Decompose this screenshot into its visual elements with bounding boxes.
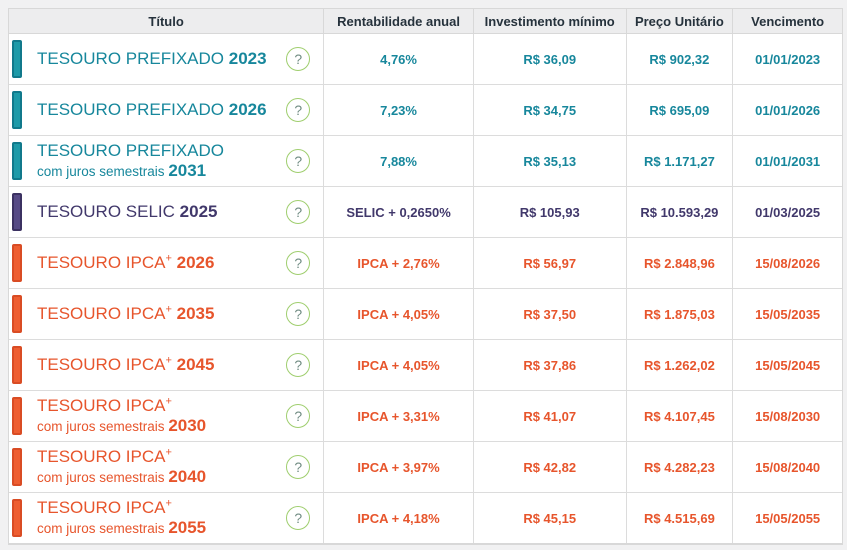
bond-color-bar bbox=[12, 40, 22, 78]
min-investment-cell: R$ 42,82 bbox=[472, 442, 626, 492]
unit-price-cell: R$ 10.593,29 bbox=[625, 187, 733, 237]
unit-price-cell: R$ 695,09 bbox=[625, 85, 733, 135]
bond-title: TESOURO PREFIXADO+ 2023 bbox=[37, 49, 267, 69]
help-icon[interactable]: ? bbox=[286, 455, 311, 479]
maturity-cell: 15/05/2055 bbox=[732, 493, 842, 543]
bond-title-cell: TESOURO IPCA+ com juros semestrais 2030 … bbox=[9, 391, 323, 441]
help-icon[interactable]: ? bbox=[286, 47, 311, 71]
table-row[interactable]: TESOURO IPCA+ 2026 ? IPCA + 2,76% R$ 56,… bbox=[9, 238, 842, 289]
bond-title-cell: TESOURO IPCA+ 2035 ? bbox=[9, 289, 323, 339]
maturity-cell: 15/08/2030 bbox=[732, 391, 842, 441]
min-investment-cell: R$ 37,50 bbox=[472, 289, 626, 339]
table-row[interactable]: TESOURO PREFIXADO+ 2026 ? 7,23% R$ 34,75… bbox=[9, 85, 842, 136]
bond-title-cell: TESOURO PREFIXADO+ 2023 ? bbox=[9, 34, 323, 84]
annual-rate-cell: 4,76% bbox=[323, 34, 473, 84]
maturity-cell: 01/01/2023 bbox=[732, 34, 842, 84]
table-row[interactable]: TESOURO PREFIXADO+ 2023 ? 4,76% R$ 36,09… bbox=[9, 34, 842, 85]
bond-title: TESOURO IPCA+ com juros semestrais 2030 bbox=[37, 395, 207, 435]
bond-title-cell: TESOURO SELIC+ 2025 ? bbox=[9, 187, 323, 237]
bond-title-cell: TESOURO IPCA+ com juros semestrais 2055 … bbox=[9, 493, 323, 543]
maturity-cell: 01/03/2025 bbox=[732, 187, 842, 237]
annual-rate-cell: IPCA + 4,05% bbox=[323, 289, 473, 339]
bond-title: TESOURO IPCA+ 2035 bbox=[37, 303, 215, 324]
help-icon[interactable]: ? bbox=[286, 98, 311, 122]
min-investment-cell: R$ 36,09 bbox=[472, 34, 626, 84]
bond-color-bar bbox=[12, 91, 22, 129]
maturity-cell: 15/05/2045 bbox=[732, 340, 842, 390]
min-investment-cell: R$ 35,13 bbox=[472, 136, 626, 186]
maturity-cell: 15/08/2026 bbox=[732, 238, 842, 288]
table-row[interactable]: TESOURO IPCA+ 2035 ? IPCA + 4,05% R$ 37,… bbox=[9, 289, 842, 340]
help-icon[interactable]: ? bbox=[286, 353, 311, 377]
maturity-cell: 15/05/2035 bbox=[732, 289, 842, 339]
annual-rate-cell: IPCA + 4,18% bbox=[323, 493, 473, 543]
maturity-cell: 01/01/2026 bbox=[732, 85, 842, 135]
bond-color-bar bbox=[12, 397, 22, 435]
unit-price-cell: R$ 2.848,96 bbox=[625, 238, 733, 288]
bond-color-bar bbox=[12, 448, 22, 486]
maturity-cell: 15/08/2040 bbox=[732, 442, 842, 492]
bond-title-cell: TESOURO IPCA+ 2045 ? bbox=[9, 340, 323, 390]
table-row[interactable]: TESOURO IPCA+ com juros semestrais 2055 … bbox=[9, 493, 842, 544]
annual-rate-cell: IPCA + 2,76% bbox=[323, 238, 473, 288]
table-row[interactable]: TESOURO IPCA+ com juros semestrais 2030 … bbox=[9, 391, 842, 442]
min-investment-cell: R$ 45,15 bbox=[472, 493, 626, 543]
bond-title-cell: TESOURO PREFIXADO+ com juros semestrais … bbox=[9, 136, 323, 186]
annual-rate-cell: SELIC + 0,2650% bbox=[323, 187, 473, 237]
help-icon[interactable]: ? bbox=[286, 404, 311, 428]
annual-rate-cell: 7,88% bbox=[323, 136, 473, 186]
help-icon[interactable]: ? bbox=[286, 149, 311, 173]
unit-price-cell: R$ 4.282,23 bbox=[625, 442, 733, 492]
min-investment-cell: R$ 34,75 bbox=[472, 85, 626, 135]
table-row[interactable]: TESOURO SELIC+ 2025 ? SELIC + 0,2650% R$… bbox=[9, 187, 842, 238]
annual-rate-cell: IPCA + 4,05% bbox=[323, 340, 473, 390]
bond-price-table: Título Rentabilidade anual Investimento … bbox=[8, 8, 843, 545]
unit-price-cell: R$ 4.107,45 bbox=[625, 391, 733, 441]
bond-color-bar bbox=[12, 295, 22, 333]
unit-price-cell: R$ 1.262,02 bbox=[625, 340, 733, 390]
bond-title-cell: TESOURO PREFIXADO+ 2026 ? bbox=[9, 85, 323, 135]
bond-title: TESOURO IPCA+ 2045 bbox=[37, 354, 215, 375]
min-investment-cell: R$ 37,86 bbox=[472, 340, 626, 390]
annual-rate-cell: IPCA + 3,31% bbox=[323, 391, 473, 441]
unit-price-cell: R$ 1.171,27 bbox=[625, 136, 733, 186]
table-header-row: Título Rentabilidade anual Investimento … bbox=[9, 8, 842, 34]
bond-title: TESOURO SELIC+ 2025 bbox=[37, 202, 218, 222]
bond-title: TESOURO IPCA+ 2026 bbox=[37, 252, 215, 273]
column-header-rentabilidade: Rentabilidade anual bbox=[323, 9, 473, 33]
column-header-preco: Preço Unitário bbox=[625, 9, 733, 33]
bond-title-cell: TESOURO IPCA+ com juros semestrais 2040 … bbox=[9, 442, 323, 492]
annual-rate-cell: IPCA + 3,97% bbox=[323, 442, 473, 492]
help-icon[interactable]: ? bbox=[286, 506, 311, 530]
unit-price-cell: R$ 4.515,69 bbox=[625, 493, 733, 543]
bond-color-bar bbox=[12, 346, 22, 384]
table-row[interactable]: TESOURO IPCA+ com juros semestrais 2040 … bbox=[9, 442, 842, 493]
unit-price-cell: R$ 1.875,03 bbox=[625, 289, 733, 339]
bond-title: TESOURO PREFIXADO+ com juros semestrais … bbox=[37, 141, 225, 180]
bond-title: TESOURO PREFIXADO+ 2026 bbox=[37, 100, 267, 120]
min-investment-cell: R$ 56,97 bbox=[472, 238, 626, 288]
min-investment-cell: R$ 41,07 bbox=[472, 391, 626, 441]
maturity-cell: 01/01/2031 bbox=[732, 136, 842, 186]
column-header-vencimento: Vencimento bbox=[732, 9, 842, 33]
help-icon[interactable]: ? bbox=[286, 302, 311, 326]
column-header-investimento: Investimento mínimo bbox=[472, 9, 626, 33]
bond-color-bar bbox=[12, 193, 22, 231]
table-row[interactable]: TESOURO IPCA+ 2045 ? IPCA + 4,05% R$ 37,… bbox=[9, 340, 842, 391]
unit-price-cell: R$ 902,32 bbox=[625, 34, 733, 84]
bond-color-bar bbox=[12, 244, 22, 282]
table-body: TESOURO PREFIXADO+ 2023 ? 4,76% R$ 36,09… bbox=[9, 34, 842, 544]
help-icon[interactable]: ? bbox=[286, 200, 311, 224]
table-row[interactable]: TESOURO PREFIXADO+ com juros semestrais … bbox=[9, 136, 842, 187]
bond-title: TESOURO IPCA+ com juros semestrais 2040 bbox=[37, 446, 207, 486]
bond-title: TESOURO IPCA+ com juros semestrais 2055 bbox=[37, 497, 207, 537]
help-icon[interactable]: ? bbox=[286, 251, 311, 275]
bond-title-cell: TESOURO IPCA+ 2026 ? bbox=[9, 238, 323, 288]
min-investment-cell: R$ 105,93 bbox=[472, 187, 626, 237]
annual-rate-cell: 7,23% bbox=[323, 85, 473, 135]
bond-color-bar bbox=[12, 499, 22, 537]
column-header-titulo: Título bbox=[148, 13, 184, 29]
bond-color-bar bbox=[12, 142, 22, 180]
